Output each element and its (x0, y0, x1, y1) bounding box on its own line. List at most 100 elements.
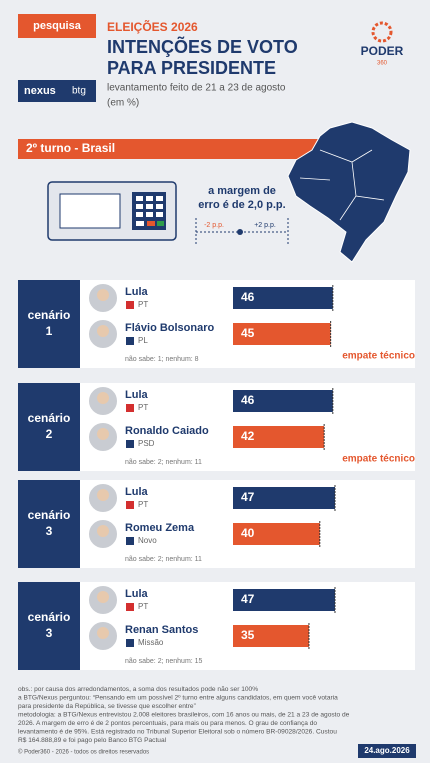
partner: btg (72, 86, 86, 97)
party: Missão (138, 638, 164, 647)
bar-value: 42 (241, 429, 255, 443)
bar-value: 46 (241, 290, 255, 304)
candidate-name: Renan Santos (125, 624, 198, 636)
party-icon (126, 404, 134, 412)
logo: PODER (361, 44, 404, 58)
scenario-card (18, 582, 415, 670)
margin-plus: +2 p.p. (254, 222, 276, 229)
footnote: para presidente da República, se tivesse… (18, 703, 196, 710)
avatar-face (97, 392, 109, 404)
party: Novo (138, 536, 157, 545)
scenario-card (18, 383, 415, 471)
logo-sub: 360 (377, 61, 388, 67)
candidate-name: Lula (125, 286, 148, 298)
party-icon (126, 639, 134, 647)
party: PT (138, 300, 148, 309)
bar-value: 47 (241, 490, 255, 504)
footnote: metodologia: a BTG/Nexus entrevistou 2.0… (18, 711, 350, 718)
bar-value: 40 (241, 526, 255, 540)
party-icon (126, 501, 134, 509)
avatar-face (97, 525, 109, 537)
bar (233, 287, 333, 309)
scenario-note: não sabe: 2; nenhum: 11 (125, 556, 202, 563)
party-icon (126, 603, 134, 611)
title-line: INTENÇÕES DE VOTO (107, 36, 298, 57)
candidate-name: Lula (125, 588, 148, 600)
footnote: a BTG/Nexus perguntou: “Pensando em um p… (18, 694, 338, 701)
bar (233, 625, 309, 647)
scenario-card (18, 480, 415, 568)
bar-value: 45 (241, 326, 255, 340)
scenario-label: cenário (28, 610, 71, 624)
copyright: © Poder360 - 2026 - todos os direitos re… (18, 749, 149, 756)
avatar-face (97, 489, 109, 501)
bar (233, 487, 335, 509)
scenario-card (18, 280, 415, 368)
tie-label: empate técnico (342, 351, 415, 362)
section-box (18, 139, 336, 159)
party: PSD (138, 439, 155, 448)
ballot-machine (47, 181, 177, 241)
margin-text: a margem de (208, 185, 276, 197)
bar-value: 47 (241, 592, 255, 606)
party-icon (126, 440, 134, 448)
margin-text: erro é de 2,0 p.p. (198, 199, 285, 211)
brand: nexus (24, 85, 56, 97)
footnote: 2026. A margem de erro é de 2 pontos per… (18, 720, 317, 727)
footnote: levantamento é de 95%. Está registrado n… (18, 728, 337, 735)
subtitle: levantamento feito de 21 a 23 de agosto (107, 83, 286, 94)
candidate-name: Ronaldo Caiado (125, 425, 209, 437)
party-icon (126, 337, 134, 345)
scenario-label: cenário (28, 308, 71, 322)
date: 24.ago.2026 (364, 746, 410, 755)
scenario-label: cenário (28, 411, 71, 425)
kicker: ELEIÇÕES 2026 (107, 19, 198, 34)
margin-center (237, 229, 243, 235)
margin-minus: -2 p.p. (204, 222, 224, 229)
scenario-note: não sabe: 2; nenhum: 11 (125, 459, 202, 466)
bar-value: 35 (241, 628, 255, 642)
party: PT (138, 500, 148, 509)
section: 2º turno - Brasil (26, 141, 115, 155)
scenario-label-box (18, 383, 80, 471)
tie-label: empate técnico (342, 454, 415, 465)
footnote: R$ 164.888,89 e foi pago pelo Banco BTG … (18, 737, 167, 744)
unit: (em %) (107, 98, 139, 109)
bar (233, 390, 333, 412)
candidate-name: Lula (125, 389, 148, 401)
avatar-face (97, 627, 109, 639)
scenario-label: 3 (46, 524, 53, 538)
tag-box (18, 14, 96, 38)
candidate-name: Romeu Zema (125, 522, 195, 534)
bar-value: 46 (241, 393, 255, 407)
tag: pesquisa (33, 20, 82, 32)
brazil-map (287, 121, 411, 263)
map-borders (299, 149, 385, 221)
scenario-label-box (18, 280, 80, 368)
footnote: obs.: por causa dos arredondamentos, a s… (18, 686, 258, 693)
title-line: PARA PRESIDENTE (107, 58, 276, 78)
scenario-label-box (18, 480, 80, 568)
scenario-note: não sabe: 1; nenhum: 8 (125, 356, 199, 363)
scenario-label: 2 (46, 427, 53, 441)
avatar-face (97, 591, 109, 603)
candidate-name: Lula (125, 486, 148, 498)
party: PT (138, 602, 148, 611)
bar (233, 426, 325, 448)
scenario-label-box (18, 582, 80, 670)
party-icon (126, 537, 134, 545)
scenario-label: 1 (46, 324, 53, 338)
bar (233, 323, 331, 345)
party-icon (126, 301, 134, 309)
party: PT (138, 403, 148, 412)
party: PL (138, 336, 148, 345)
scenario-note: não sabe: 2; nenhum: 15 (125, 658, 203, 665)
logo-mark (371, 21, 393, 43)
candidate-name: Flávio Bolsonaro (125, 322, 215, 334)
avatar-face (97, 325, 109, 337)
scenario-label: cenário (28, 508, 71, 522)
avatar-face (97, 428, 109, 440)
bar (233, 589, 335, 611)
brand-box (18, 80, 96, 102)
